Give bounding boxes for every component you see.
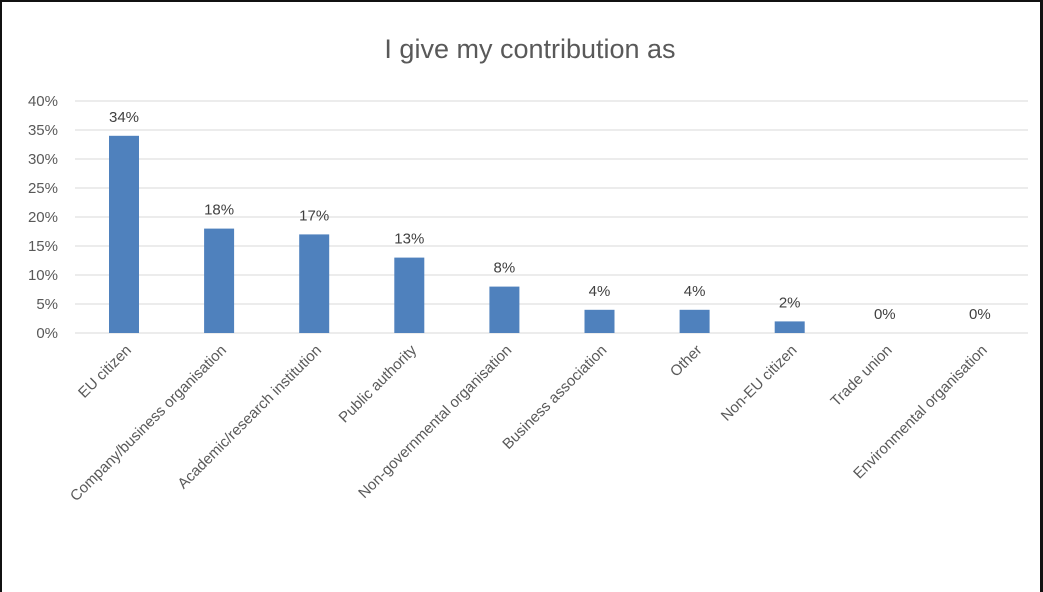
y-tick-label: 5%: [36, 296, 58, 313]
y-tick-label: 10%: [28, 267, 58, 284]
y-tick-label: 30%: [28, 151, 58, 168]
y-tick-label: 15%: [28, 238, 58, 255]
bar: [679, 309, 710, 333]
data-label: 4%: [589, 283, 611, 300]
bar: [489, 286, 520, 333]
bar: [774, 321, 805, 333]
y-tick-label: 25%: [28, 180, 58, 197]
data-labels: 34% 18% 17% 13% 8% 4% 4% 2% 0% 0%: [109, 109, 991, 323]
bar: [204, 228, 235, 333]
bar: [584, 309, 615, 333]
y-tick-label: 35%: [28, 122, 58, 139]
data-label: 17%: [299, 207, 329, 224]
bar: [109, 135, 139, 333]
x-tick-label: Non-EU citizen: [718, 342, 801, 425]
x-tick-label: Public authority: [336, 341, 421, 426]
data-label: 34%: [109, 109, 139, 126]
data-label: 18%: [204, 202, 234, 219]
frame-border-left: [0, 0, 2, 592]
data-label: 0%: [969, 306, 991, 323]
data-label: 2%: [779, 294, 801, 311]
x-tick-label: Business association: [499, 342, 610, 453]
frame-border-right: [1040, 0, 1043, 592]
x-tick-label: EU citizen: [75, 342, 135, 402]
frame-border-top: [0, 0, 1043, 2]
chart-title: I give my contribution as: [384, 34, 675, 64]
data-label: 4%: [684, 283, 706, 300]
data-label: 13%: [394, 231, 424, 248]
y-axis-ticks: 0% 5% 10% 15% 20% 25% 30% 35% 40%: [28, 93, 58, 342]
data-label: 8%: [494, 260, 516, 277]
bar: [394, 257, 425, 333]
y-tick-label: 40%: [28, 93, 58, 110]
x-tick-label: Non-governmental organisation: [355, 342, 515, 502]
x-tick-label: Trade union: [827, 342, 895, 410]
y-tick-label: 0%: [36, 325, 58, 342]
y-tick-label: 20%: [28, 209, 58, 226]
x-tick-label: Company/business organisation: [67, 342, 230, 505]
bar: [299, 234, 330, 333]
data-label: 0%: [874, 306, 896, 323]
x-tick-label: Other: [667, 342, 706, 381]
bars: [109, 135, 805, 333]
